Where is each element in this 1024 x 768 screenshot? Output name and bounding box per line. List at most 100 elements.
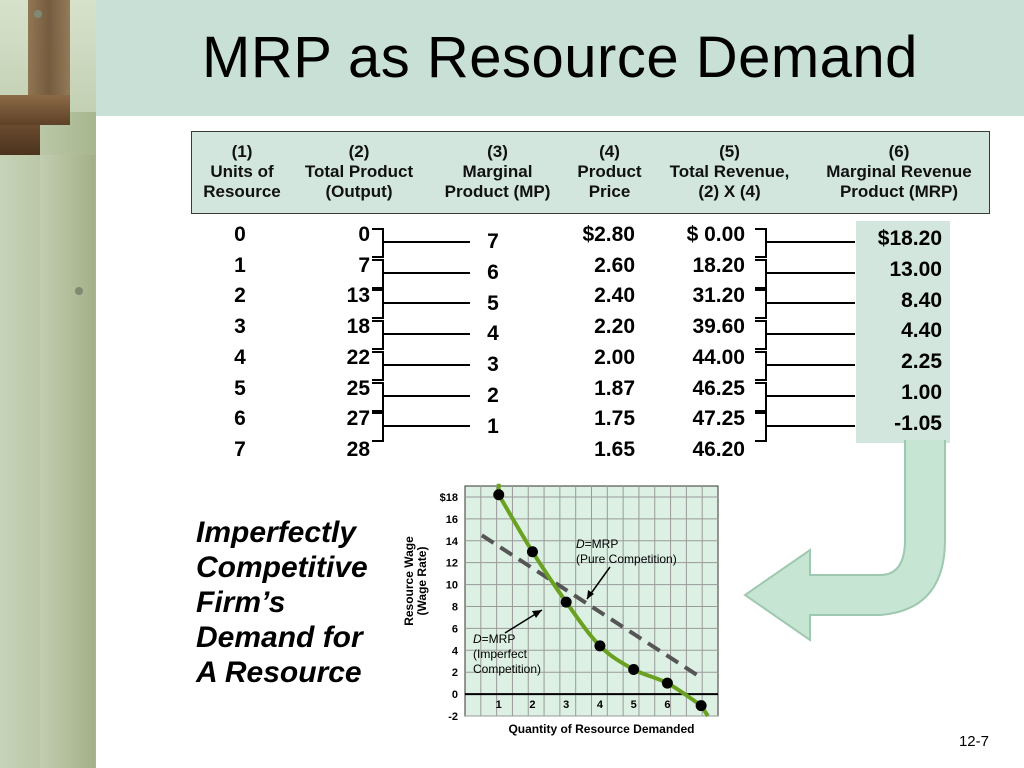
slide-title: MRP as Resource Demand <box>202 25 918 90</box>
table-header: (1) Units of Resource (2) Total Product (Out… <box>191 131 990 214</box>
total-product-cell: 13 <box>346 284 370 308</box>
chart-grid <box>464 485 719 717</box>
connector-line <box>767 271 855 274</box>
header-col-6: (6) Marginal Revenue Product (MRP) <box>826 142 972 201</box>
bracket <box>755 381 767 412</box>
y-tick-label: 2 <box>452 667 458 679</box>
bracket <box>372 228 384 258</box>
x-tick-label: 2 <box>529 699 535 711</box>
units-cell: 4 <box>234 345 246 369</box>
y-tick-label: 10 <box>446 580 458 592</box>
y-tick-label: 0 <box>452 689 458 701</box>
annotation-arrowhead <box>587 590 594 599</box>
slide-number: 12-7 <box>958 733 989 750</box>
bracket <box>372 412 384 443</box>
bracket <box>372 320 384 351</box>
marginal-product-cell: 3 <box>487 353 499 377</box>
x-tick-label: 1 <box>496 699 502 711</box>
marginal-product-cell: 1 <box>487 414 499 438</box>
units-cell: 1 <box>234 253 246 277</box>
connector-line <box>384 394 470 397</box>
total-revenue-cell: 46.20 <box>692 437 745 461</box>
total-product-cell: 0 <box>358 223 370 246</box>
chart-annotations: D=MRP(Pure Competition)D=MRP(ImperfectCo… <box>473 537 677 676</box>
connector-line <box>384 302 470 305</box>
connector-line <box>767 302 855 305</box>
total-product-cell: 18 <box>346 315 370 339</box>
total-revenue-cell: $ 0.00 <box>686 223 745 246</box>
data-point <box>661 677 673 689</box>
price-cell: 1.65 <box>594 437 635 461</box>
x-tick-label: 5 <box>631 699 637 711</box>
connector-line <box>767 363 855 366</box>
bracket <box>372 258 384 289</box>
units-cell: 2 <box>234 284 246 308</box>
decorative-side-strip <box>0 0 96 768</box>
bracket <box>755 412 767 443</box>
header-col-5: (5) Total Revenue, (2) X (4) <box>669 142 790 201</box>
total-revenue-cell: 46.25 <box>692 376 745 400</box>
price-cell: 2.40 <box>594 284 635 308</box>
units-cell: 7 <box>234 437 246 461</box>
connector-line <box>384 425 470 428</box>
connector-line <box>767 333 855 336</box>
x-tick-label: 3 <box>563 699 569 711</box>
y-tick-label: 16 <box>446 514 458 526</box>
side-caption: Imperfectly Competitive Firm’s Demand fo… <box>196 516 368 689</box>
total-revenue-cell: 39.60 <box>692 315 745 339</box>
marginal-product-cell: 2 <box>487 383 499 407</box>
total-product-cell: 22 <box>346 345 370 369</box>
connector-line <box>384 241 470 243</box>
marginal-product-cell: 7 <box>487 230 499 254</box>
big-curved-arrow <box>743 440 946 642</box>
connector-line <box>767 425 855 428</box>
annotation-arrowhead <box>532 610 542 618</box>
mrp-cell: 1.00 <box>901 380 942 404</box>
bracket <box>372 381 384 412</box>
total-product-cell: 7 <box>358 253 370 277</box>
data-point <box>594 640 606 652</box>
bracket <box>372 289 384 320</box>
units-cell: 3 <box>234 315 246 339</box>
price-cell: $2.80 <box>582 223 635 246</box>
y-tick-label: $18 <box>440 492 458 504</box>
price-cell: 2.00 <box>594 345 635 369</box>
connector-line <box>384 271 470 274</box>
bracket <box>755 228 767 258</box>
units-cell: 5 <box>234 376 246 400</box>
mrp-cell: 13.00 <box>889 258 942 282</box>
x-tick-label: 6 <box>664 699 670 711</box>
total-revenue-cell: 18.20 <box>692 253 745 277</box>
title-band <box>96 0 1024 116</box>
mrp-cell: -1.05 <box>894 411 942 435</box>
data-point <box>493 489 505 501</box>
total-revenue-cell: 47.25 <box>692 407 745 431</box>
mrp-cell: 2.25 <box>901 350 942 374</box>
total-product-cell: 27 <box>346 407 370 431</box>
arrow-shape <box>743 440 946 642</box>
data-point <box>560 596 572 608</box>
units-cell: 6 <box>234 407 246 431</box>
data-point <box>628 663 640 675</box>
x-tick-label: 4 <box>597 699 604 711</box>
marginal-product-cell: 5 <box>487 291 499 315</box>
y-tick-label: 4 <box>452 645 459 657</box>
connector-line <box>767 241 855 243</box>
data-point <box>526 546 538 558</box>
total-revenue-cell: 31.20 <box>692 284 745 308</box>
y-tick-label: 12 <box>446 558 458 570</box>
price-cell: 2.20 <box>594 315 635 339</box>
bracket <box>755 289 767 320</box>
y-tick-label: 14 <box>446 536 459 548</box>
header-col-2: (2) Total Product (Output) <box>304 142 414 201</box>
bracket <box>755 350 767 381</box>
chart-series <box>480 483 710 718</box>
mrp-column-highlight <box>856 221 950 443</box>
annotation-imperfect-line2: (Imperfect <box>473 647 528 661</box>
total-product-cell: 25 <box>346 376 370 400</box>
bracket <box>755 320 767 351</box>
connector-line <box>767 394 855 397</box>
y-tick-label: 6 <box>452 623 458 635</box>
